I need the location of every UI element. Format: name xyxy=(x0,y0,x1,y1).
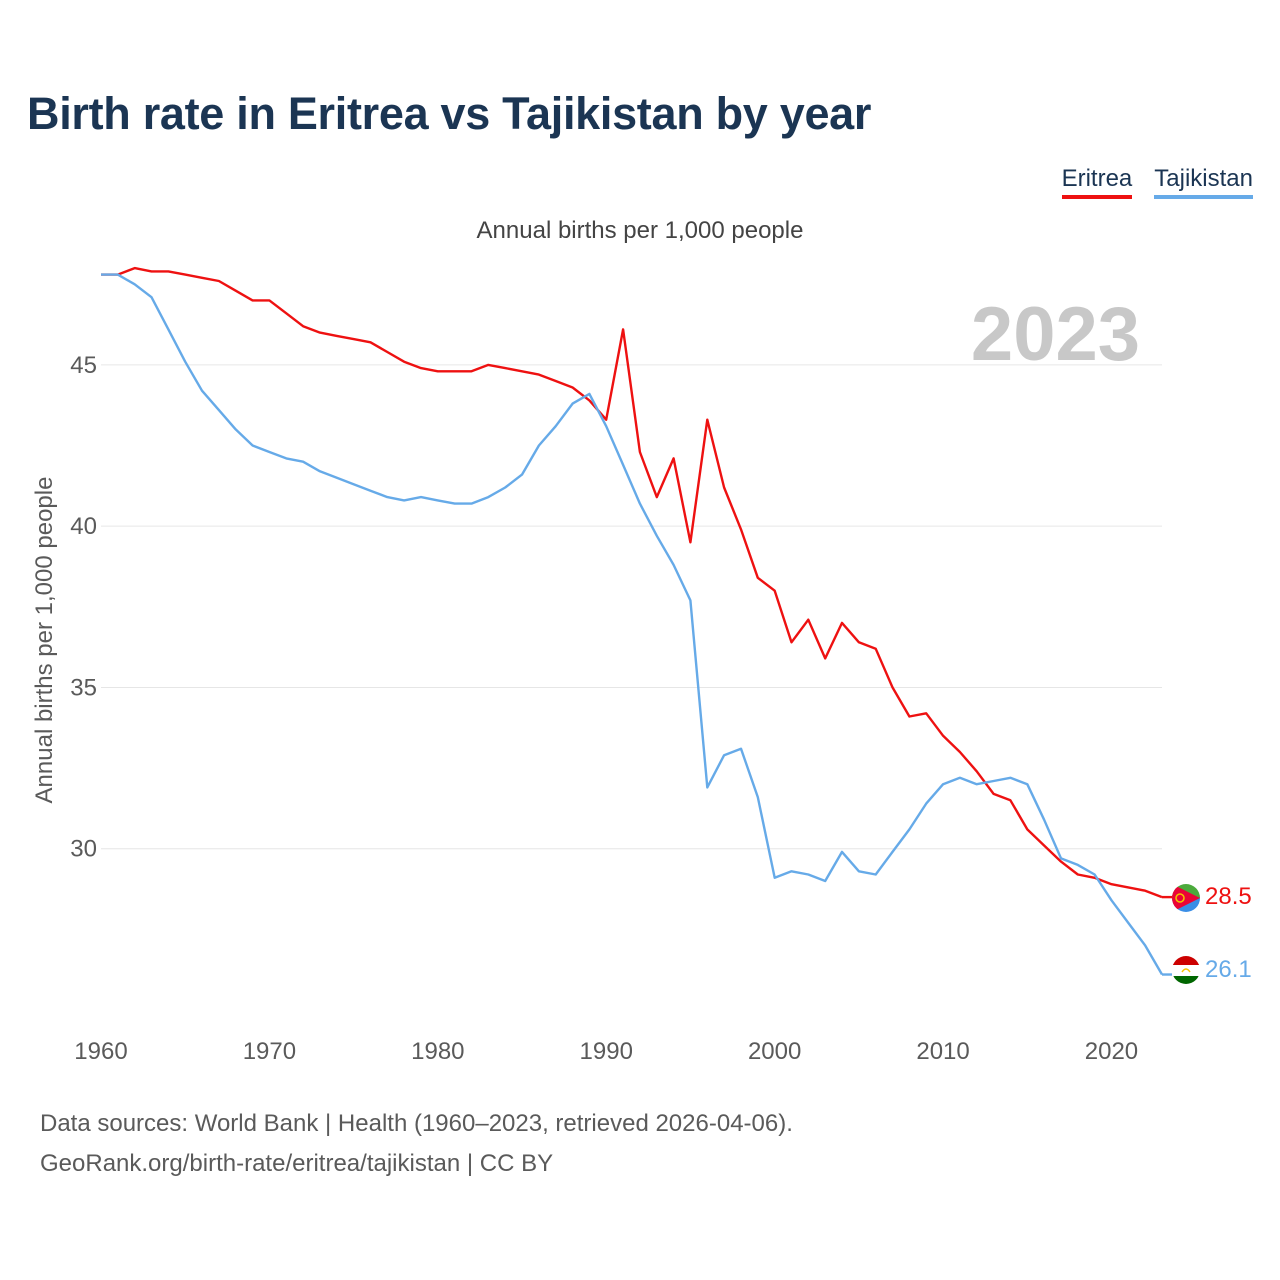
y-tick-label: 40 xyxy=(70,513,97,540)
footer-sources: Data sources: World Bank | Health (1960–… xyxy=(40,1110,793,1137)
y-axis-label: Annual births per 1,000 people xyxy=(31,477,58,804)
footer-attribution[interactable]: GeoRank.org/birth-rate/eritrea/tajikista… xyxy=(40,1150,554,1177)
x-tick-label: 1980 xyxy=(411,1038,464,1065)
tajikistan-flag-icon xyxy=(1172,956,1200,984)
chart-subtitle: Annual births per 1,000 people xyxy=(476,217,804,244)
legend-item-eritrea[interactable]: Eritrea xyxy=(1061,165,1133,199)
footer: Data sources: World Bank | Health (1960–… xyxy=(40,1104,793,1184)
y-tick-label: 45 xyxy=(70,352,97,379)
x-tick-label: 2010 xyxy=(916,1038,969,1065)
eritrea-end-value-label: 28.5 xyxy=(1205,883,1252,910)
tajikistan-end-value-label: 26.1 xyxy=(1205,956,1252,983)
x-tick-label: 1990 xyxy=(580,1038,633,1065)
series-line-tajikistan[interactable] xyxy=(101,273,1164,976)
legend-item-tajikistan[interactable]: Tajikistan xyxy=(1154,165,1253,199)
year-watermark: 2023 xyxy=(971,292,1140,377)
x-tick-label: 1970 xyxy=(243,1038,296,1065)
legend: Eritrea Tajikistan xyxy=(1061,165,1253,199)
y-tick-label: 30 xyxy=(70,836,97,863)
chart-title: Birth rate in Eritrea vs Tajikistan by y… xyxy=(27,88,872,139)
x-tick-label: 1960 xyxy=(74,1038,127,1065)
x-tick-label: 2020 xyxy=(1085,1038,1138,1065)
x-tick-label: 2000 xyxy=(748,1038,801,1065)
eritrea-flag-icon xyxy=(1172,884,1200,912)
y-tick-label: 35 xyxy=(70,674,97,701)
